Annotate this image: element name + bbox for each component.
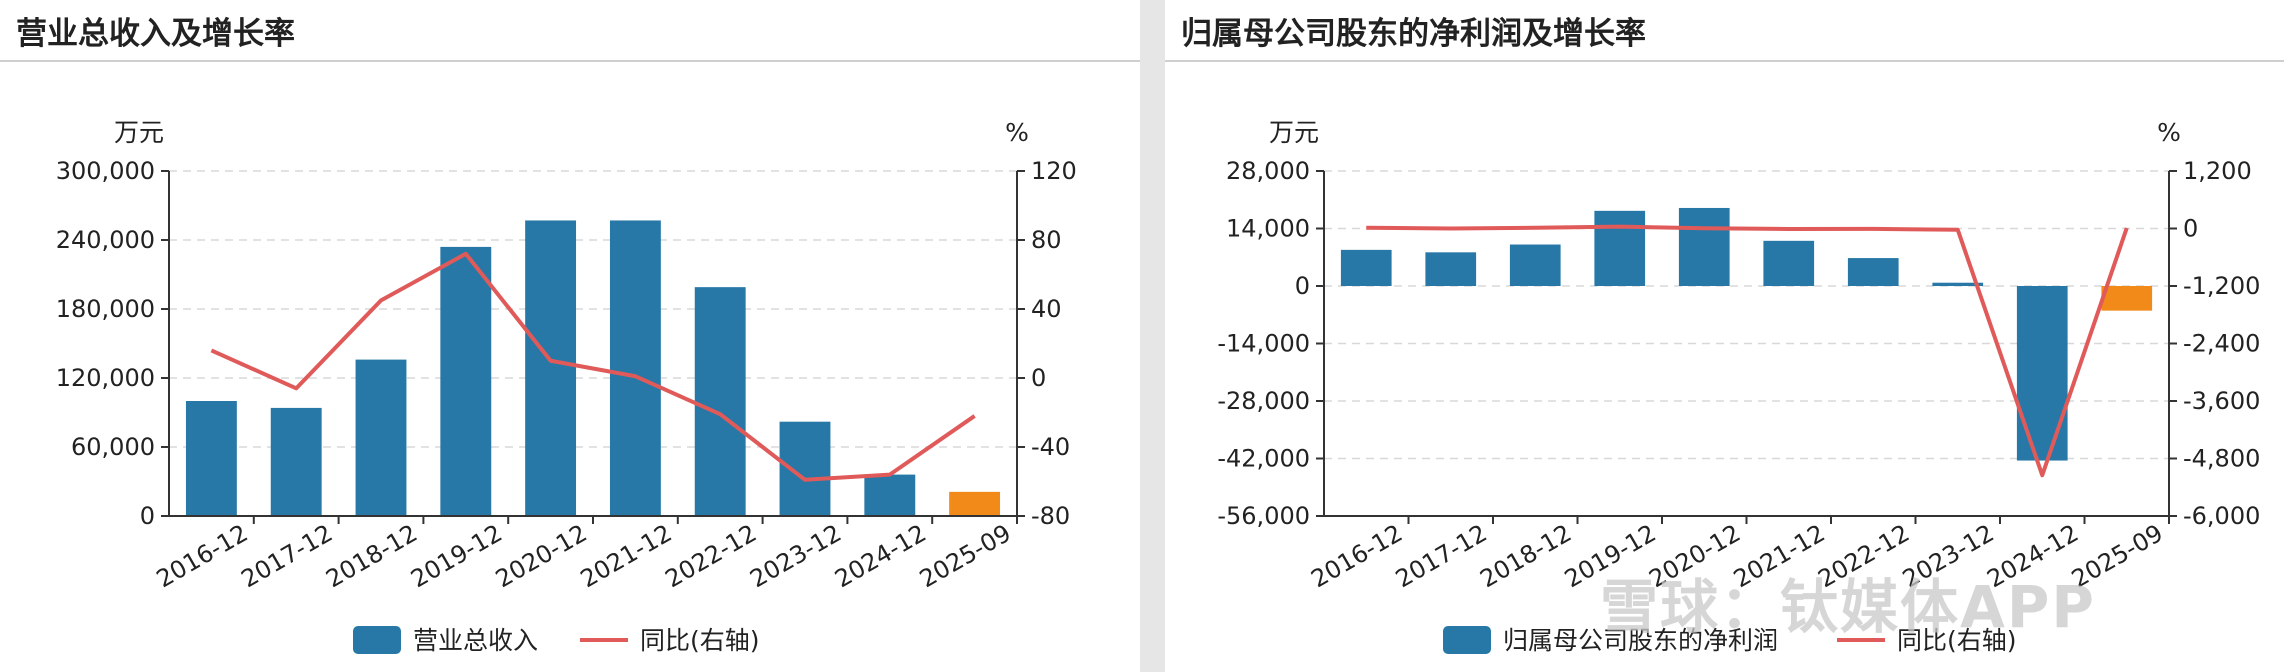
y-right-tick-label: -4,800	[2183, 445, 2260, 473]
y-left-unit: 万元	[1269, 118, 1319, 147]
y-right-tick-label: -1,200	[2183, 272, 2260, 300]
y-right-tick-label: -40	[1031, 433, 1070, 461]
y-left-tick-label: -56,000	[1217, 502, 1310, 530]
bar	[1932, 282, 1984, 286]
x-tick-label: 2021-12	[576, 519, 677, 593]
net-profit-chart-panel: 归属母公司股东的净利润及增长率 28,000 14,000 0 -14,000 -28,…	[1165, 0, 2284, 672]
bar	[1340, 249, 1392, 286]
x-tick-label: 2022-12	[661, 519, 762, 593]
y-left-tick-label: 0	[140, 502, 155, 530]
y-right-unit: %	[1005, 118, 1029, 147]
x-tick-label: 2017-12	[237, 519, 338, 593]
revenue-chart-panel: 营业总收入及增长率 300,000 240,000 180,000 120,000 60…	[0, 0, 1140, 672]
legend-bar-swatch	[1443, 626, 1491, 654]
y-left-tick-label: 28,000	[1226, 157, 1310, 185]
x-tick-label: 2016-12	[1306, 519, 1407, 593]
net-profit-chart: 28,000 14,000 0 -14,000 -28,000 -42,000 -56,00…	[1217, 118, 2260, 655]
y-right-tick-label: -6,000	[2183, 502, 2260, 530]
legend-bar-label: 归属母公司股东的净利润	[1503, 626, 1778, 655]
bar	[440, 246, 492, 516]
x-tick-label: 2016-12	[152, 519, 253, 593]
bar	[1509, 244, 1561, 286]
legend-bar-swatch	[353, 626, 401, 654]
title-divider	[1165, 60, 2284, 62]
y-right-tick-label: 40	[1031, 295, 1062, 323]
y-left-tick-label: 180,000	[56, 295, 155, 323]
bar	[2016, 286, 2068, 461]
y-left-tick-label: 14,000	[1226, 215, 1310, 243]
bar	[609, 220, 661, 516]
x-tick-label: 2018-12	[321, 519, 422, 593]
bar	[1847, 258, 1899, 286]
y-left-tick-label: 240,000	[56, 226, 155, 254]
y-right-tick-label: -3,600	[2183, 387, 2260, 415]
watermark: 雪球：钛媒体APP	[1600, 573, 2096, 641]
x-tick-label: 2023-12	[745, 519, 846, 593]
legend-line-label: 同比(右轴)	[640, 626, 760, 655]
y-left-unit: 万元	[114, 118, 164, 147]
bar	[779, 421, 831, 516]
series-line	[1366, 224, 2129, 478]
x-tick-label: 2017-12	[1391, 519, 1492, 593]
bar	[1425, 252, 1477, 286]
y-left-tick-label: -28,000	[1217, 387, 1310, 415]
x-tick-label: 2019-12	[406, 519, 507, 593]
y-right-tick-label: 1,200	[2183, 157, 2252, 185]
chart-title: 归属母公司股东的净利润及增长率	[1181, 16, 1646, 52]
y-left-tick-label: -14,000	[1217, 330, 1310, 358]
chart-title: 营业总收入及增长率	[16, 16, 295, 52]
y-left-tick-label: 120,000	[56, 364, 155, 392]
x-tick-label: 2024-12	[830, 519, 931, 593]
bar	[525, 220, 577, 516]
bar	[1594, 210, 1646, 286]
series-line	[210, 251, 976, 482]
revenue-chart: 300,000 240,000 180,000 120,000 60,000 0 120 80…	[56, 118, 1077, 655]
y-right-tick-label: 120	[1031, 157, 1077, 185]
bar	[270, 407, 322, 516]
y-left-tick-label: 300,000	[56, 157, 155, 185]
y-right-tick-label: -80	[1031, 502, 1070, 530]
x-tick-label: 2020-12	[491, 519, 592, 593]
bar	[864, 474, 916, 516]
bar	[355, 359, 407, 516]
y-right-tick-label: 0	[1031, 364, 1046, 392]
y-left-tick-label: 60,000	[71, 433, 155, 461]
bar	[949, 491, 1001, 516]
x-tick-label: 2025-09	[915, 519, 1016, 593]
bar	[1763, 240, 1815, 286]
bar	[2101, 286, 2153, 311]
bar	[694, 287, 746, 516]
y-left-tick-label: 0	[1295, 272, 1310, 300]
bar	[1678, 207, 1730, 286]
x-tick-label: 2018-12	[1475, 519, 1576, 593]
y-left-tick-label: -42,000	[1217, 445, 1310, 473]
bar	[185, 401, 237, 516]
y-right-tick-label: 0	[2183, 215, 2198, 243]
legend-line-label: 同比(右轴)	[1897, 626, 2017, 655]
legend-bar-label: 营业总收入	[413, 626, 538, 655]
y-right-unit: %	[2157, 118, 2181, 147]
y-right-tick-label: 80	[1031, 226, 1062, 254]
y-right-tick-label: -2,400	[2183, 330, 2260, 358]
title-divider	[0, 60, 1140, 62]
